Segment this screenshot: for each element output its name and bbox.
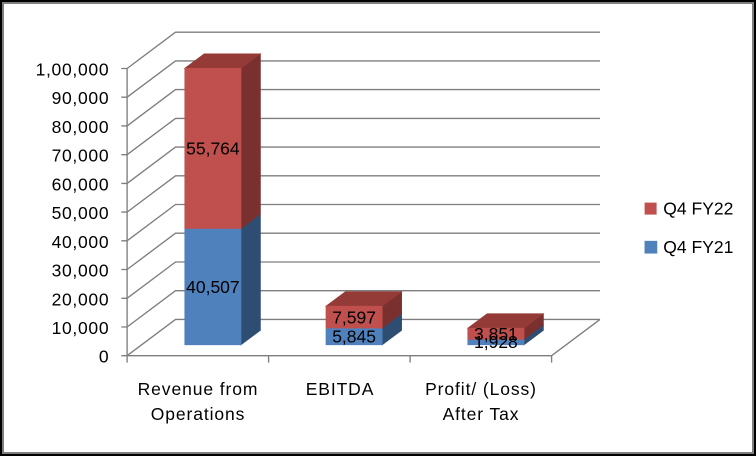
svg-text:EBITDA: EBITDA xyxy=(306,379,375,399)
svg-text:40,507: 40,507 xyxy=(186,277,240,297)
svg-text:Operations: Operations xyxy=(151,404,246,424)
svg-text:50,000: 50,000 xyxy=(52,203,110,223)
svg-text:0: 0 xyxy=(99,347,109,367)
svg-text:10,000: 10,000 xyxy=(52,318,110,338)
svg-text:70,000: 70,000 xyxy=(52,146,110,166)
svg-text:60,000: 60,000 xyxy=(52,174,110,194)
svg-text:Revenue from: Revenue from xyxy=(138,379,259,399)
svg-text:30,000: 30,000 xyxy=(52,261,110,281)
svg-text:90,000: 90,000 xyxy=(52,88,110,108)
svg-text:40,000: 40,000 xyxy=(52,232,110,252)
svg-text:3,851: 3,851 xyxy=(474,324,518,344)
svg-text:Profit/ (Loss): Profit/ (Loss) xyxy=(425,379,537,399)
svg-text:1,00,000: 1,00,000 xyxy=(36,60,110,80)
svg-text:80,000: 80,000 xyxy=(52,117,110,137)
svg-text:55,764: 55,764 xyxy=(186,139,240,159)
svg-text:1,928: 1,928 xyxy=(474,332,518,352)
svg-text:5,845: 5,845 xyxy=(332,327,376,347)
svg-text:Q4 FY22: Q4 FY22 xyxy=(663,198,733,218)
svg-text:Q4 FY21: Q4 FY21 xyxy=(663,237,733,257)
svg-text:20,000: 20,000 xyxy=(52,289,110,309)
svg-text:After Tax: After Tax xyxy=(443,404,520,424)
svg-text:7,597: 7,597 xyxy=(332,307,376,327)
